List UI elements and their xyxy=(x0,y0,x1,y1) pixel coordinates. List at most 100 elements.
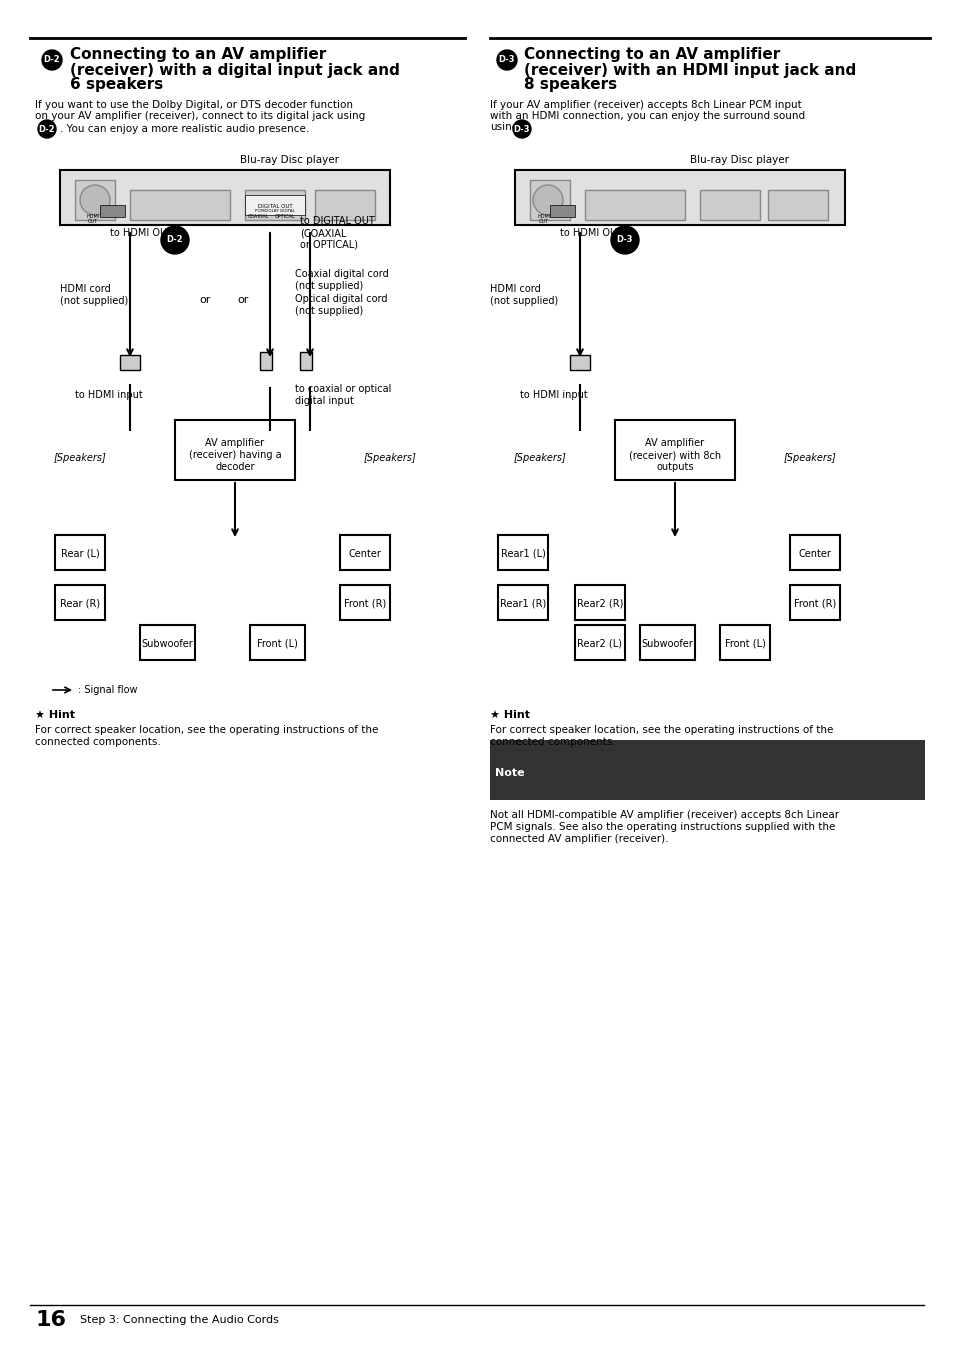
Text: [Speakers]: [Speakers] xyxy=(53,453,107,463)
Text: AV amplifier
(receiver) having a
decoder: AV amplifier (receiver) having a decoder xyxy=(189,439,281,471)
Bar xyxy=(130,190,230,220)
Circle shape xyxy=(80,185,110,215)
Bar xyxy=(530,180,569,220)
Text: Rear2 (R): Rear2 (R) xyxy=(577,598,622,609)
Text: connected components.: connected components. xyxy=(490,738,615,747)
Bar xyxy=(497,585,547,620)
Bar xyxy=(789,535,840,570)
Text: to HDMI input: to HDMI input xyxy=(519,390,587,400)
Text: Front (L): Front (L) xyxy=(256,639,297,648)
Text: HDMI
OUT: HDMI OUT xyxy=(537,213,550,224)
Bar xyxy=(55,535,105,570)
Text: to coaxial or optical
digital input: to coaxial or optical digital input xyxy=(294,384,391,405)
FancyBboxPatch shape xyxy=(615,420,734,480)
FancyBboxPatch shape xyxy=(174,420,294,480)
Text: Coaxial digital cord
(not supplied): Coaxial digital cord (not supplied) xyxy=(294,269,388,290)
Text: DIGITAL OUT: DIGITAL OUT xyxy=(257,204,292,208)
Text: (receiver) with an HDMI input jack and: (receiver) with an HDMI input jack and xyxy=(523,62,856,77)
Bar xyxy=(550,205,575,218)
Text: Center: Center xyxy=(348,549,381,559)
Text: OPTICAL: OPTICAL xyxy=(274,215,295,219)
Text: ★ Hint: ★ Hint xyxy=(490,711,530,720)
Text: Center: Center xyxy=(798,549,831,559)
Bar xyxy=(767,190,827,220)
Text: D-2: D-2 xyxy=(167,235,183,245)
Text: If you want to use the Dolby Digital, or DTS decoder function: If you want to use the Dolby Digital, or… xyxy=(35,100,353,109)
Text: or: or xyxy=(199,295,211,305)
Text: D-3: D-3 xyxy=(514,124,530,134)
Text: to HDMI OUT: to HDMI OUT xyxy=(559,228,622,238)
Text: [Speakers]: [Speakers] xyxy=(782,453,836,463)
Text: D-3: D-3 xyxy=(616,235,633,245)
Text: Rear1 (L): Rear1 (L) xyxy=(500,549,545,559)
Text: PCM signals. See also the operating instructions supplied with the: PCM signals. See also the operating inst… xyxy=(490,821,835,832)
Text: Subwoofer: Subwoofer xyxy=(640,639,692,648)
Bar xyxy=(75,180,115,220)
Bar xyxy=(497,535,547,570)
Text: Step 3: Connecting the Audio Cords: Step 3: Connecting the Audio Cords xyxy=(80,1315,278,1325)
Text: 16: 16 xyxy=(35,1310,66,1329)
FancyBboxPatch shape xyxy=(490,740,924,800)
Bar xyxy=(140,626,194,661)
Text: Blu-ray Disc player: Blu-ray Disc player xyxy=(240,155,339,165)
Text: PCM/DOLBY DIGTAL: PCM/DOLBY DIGTAL xyxy=(254,209,294,213)
FancyBboxPatch shape xyxy=(515,170,844,226)
Text: . You can enjoy a more realistic audio presence.: . You can enjoy a more realistic audio p… xyxy=(60,124,309,134)
Text: Not all HDMI-compatible AV amplifier (receiver) accepts 8ch Linear: Not all HDMI-compatible AV amplifier (re… xyxy=(490,811,839,820)
Text: Front (R): Front (R) xyxy=(343,598,386,609)
Text: to HDMI input: to HDMI input xyxy=(75,390,143,400)
Bar xyxy=(584,190,684,220)
Text: HDMI
OUT: HDMI OUT xyxy=(87,213,99,224)
Text: For correct speaker location, see the operating instructions of the: For correct speaker location, see the op… xyxy=(490,725,833,735)
Text: Rear (R): Rear (R) xyxy=(60,598,100,609)
Text: D-2: D-2 xyxy=(44,55,60,65)
Bar xyxy=(260,353,272,370)
Text: HDMI cord
(not supplied): HDMI cord (not supplied) xyxy=(490,284,558,305)
Text: Front (R): Front (R) xyxy=(793,598,835,609)
Text: D-2: D-2 xyxy=(39,124,55,134)
Bar xyxy=(575,626,624,661)
Bar xyxy=(639,626,695,661)
Text: using: using xyxy=(490,122,517,132)
Text: with an HDMI connection, you can enjoy the surround sound: with an HDMI connection, you can enjoy t… xyxy=(490,111,804,122)
Circle shape xyxy=(38,120,56,138)
Circle shape xyxy=(161,226,189,254)
Bar xyxy=(720,626,769,661)
Text: For correct speaker location, see the operating instructions of the: For correct speaker location, see the op… xyxy=(35,725,378,735)
Circle shape xyxy=(497,50,517,70)
Text: 8 speakers: 8 speakers xyxy=(523,77,617,92)
Text: HDMI cord
(not supplied): HDMI cord (not supplied) xyxy=(60,284,128,305)
Bar xyxy=(250,626,305,661)
Text: Connecting to an AV amplifier: Connecting to an AV amplifier xyxy=(523,47,780,62)
Bar xyxy=(339,535,390,570)
Text: to DIGITAL OUT
(COAXIAL
or OPTICAL): to DIGITAL OUT (COAXIAL or OPTICAL) xyxy=(299,216,375,250)
Text: COAXIAL: COAXIAL xyxy=(247,215,269,219)
Bar xyxy=(245,190,305,220)
Text: or: or xyxy=(237,295,249,305)
Bar xyxy=(569,355,589,370)
Text: Rear (L): Rear (L) xyxy=(61,549,99,559)
Text: to HDMI OUT: to HDMI OUT xyxy=(110,228,172,238)
FancyBboxPatch shape xyxy=(60,170,390,226)
Text: 6 speakers: 6 speakers xyxy=(70,77,163,92)
Circle shape xyxy=(610,226,639,254)
Circle shape xyxy=(533,185,562,215)
Text: Rear1 (R): Rear1 (R) xyxy=(499,598,545,609)
Text: ★ Hint: ★ Hint xyxy=(35,711,75,720)
Text: (receiver) with a digital input jack and: (receiver) with a digital input jack and xyxy=(70,62,399,77)
Text: connected AV amplifier (receiver).: connected AV amplifier (receiver). xyxy=(490,834,668,844)
Circle shape xyxy=(513,120,531,138)
Text: on your AV amplifier (receiver), connect to its digital jack using: on your AV amplifier (receiver), connect… xyxy=(35,111,365,122)
Bar xyxy=(100,205,125,218)
Bar xyxy=(314,190,375,220)
Bar xyxy=(120,355,140,370)
Text: AV amplifier
(receiver) with 8ch
outputs: AV amplifier (receiver) with 8ch outputs xyxy=(628,439,720,471)
Text: Subwoofer: Subwoofer xyxy=(141,639,193,648)
Text: Rear2 (L): Rear2 (L) xyxy=(577,639,622,648)
Text: Optical digital cord
(not supplied): Optical digital cord (not supplied) xyxy=(294,295,387,316)
Circle shape xyxy=(42,50,62,70)
Bar xyxy=(789,585,840,620)
Text: Front (L): Front (L) xyxy=(723,639,764,648)
Text: D-3: D-3 xyxy=(498,55,515,65)
Text: [Speakers]: [Speakers] xyxy=(513,453,566,463)
